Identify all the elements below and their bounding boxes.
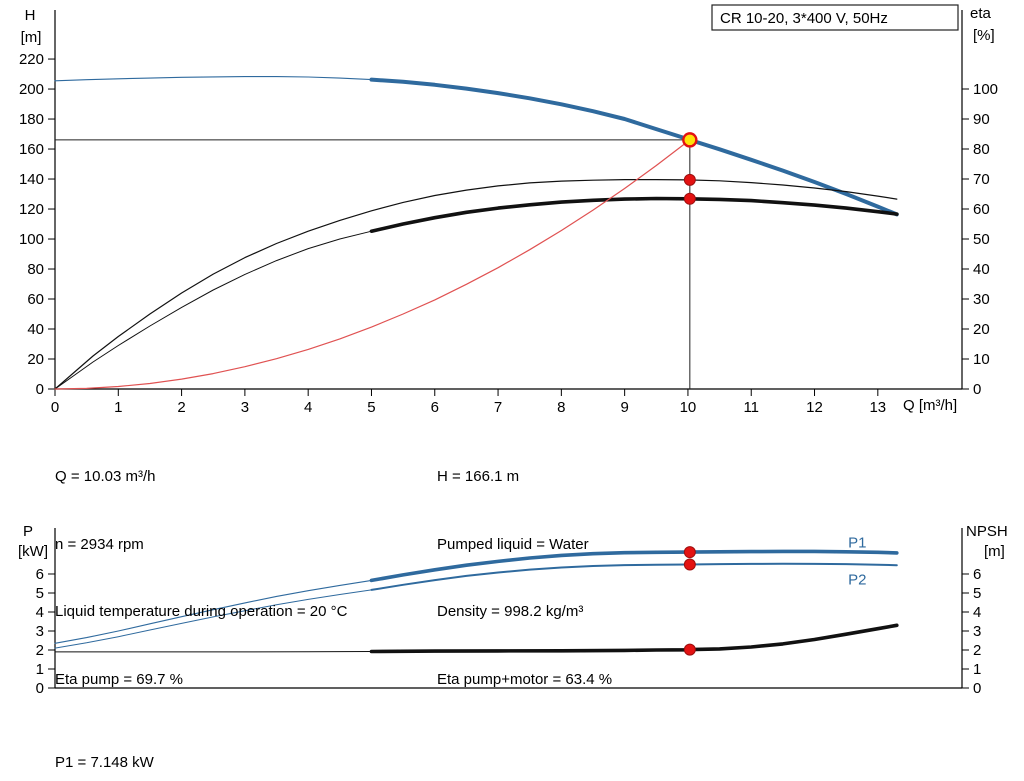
x-tick-label: 13: [869, 399, 886, 416]
x-tick-label: 7: [494, 399, 502, 416]
right-tick-label: 0: [973, 680, 981, 697]
axes-frame: 0 1 2 3 4 5 6 7 8 9 10 11 12 130204060801001201401601…: [19, 10, 998, 416]
right-tick-label: 0: [973, 381, 981, 398]
curve-label-p1: P1: [848, 534, 866, 551]
left-tick-label: 4: [36, 604, 44, 621]
eta-axis-unit: [%]: [973, 27, 995, 44]
value-marker: [683, 192, 696, 205]
left-tick-label: 200: [19, 81, 44, 98]
x-tick-label: 5: [367, 399, 375, 416]
left-tick-label: 3: [36, 623, 44, 640]
left-tick-label: 60: [27, 291, 44, 308]
x-tick-label: 12: [806, 399, 823, 416]
x-tick-label: 10: [680, 399, 697, 416]
eta-axis-title: eta: [970, 5, 992, 22]
x-tick-label: 8: [557, 399, 565, 416]
right-tick-label: 20: [973, 321, 990, 338]
left-tick-label: 120: [19, 201, 44, 218]
x-tick-label: 1: [114, 399, 122, 416]
npsh-axis-title: NPSH: [966, 523, 1008, 540]
x-tick-label: 0: [51, 399, 59, 416]
right-tick-label: 80: [973, 141, 990, 158]
left-tick-label: 0: [36, 381, 44, 398]
left-tick-label: 20: [27, 351, 44, 368]
right-tick-label: 2: [973, 642, 981, 659]
x-tick-label: 6: [431, 399, 439, 416]
series-p1-curve: [54, 549, 899, 644]
chart-hq: 0 1 2 3 4 5 6 7 8 9 10 11 12 130204060801001201401601…: [19, 10, 998, 416]
right-tick-label: 3: [973, 623, 981, 640]
x-tick-label: 2: [177, 399, 185, 416]
right-tick-label: 30: [973, 291, 990, 308]
left-tick-label: 2: [36, 642, 44, 659]
duty-info-right-column: H = 166.1 m Pumped liquid = Water Densit…: [437, 421, 612, 736]
info-line-h: H = 166.1 m: [437, 468, 520, 485]
info-line-eta-pump-motor: Eta pump+motor = 63.4 %: [437, 670, 613, 688]
value-marker: [683, 558, 696, 571]
x-tick-label: 11: [743, 399, 759, 416]
right-tick-label: 50: [973, 231, 990, 248]
info-line-eta-pump: Eta pump = 69.7 %: [55, 670, 183, 688]
curve-label-p2: P2: [848, 571, 866, 588]
axes-frame: 0 1 2 3 4 5 6 0 1 2 3 4 5 6: [36, 528, 981, 697]
series-eta-pump-curve: [54, 179, 898, 390]
left-tick-label: 80: [27, 261, 44, 278]
left-tick-label: 0: [36, 680, 44, 697]
series-head-curve: [54, 76, 899, 217]
pump-title-label: CR 10-20, 3*400 V, 50Hz: [720, 10, 888, 27]
info-line-pumped-liquid: Pumped liquid = Water: [437, 535, 589, 553]
right-tick-label: 100: [973, 81, 998, 98]
power-axis-unit: [kW]: [18, 543, 48, 560]
duty-point-marker: [682, 132, 698, 148]
pump-title-box: [711, 4, 959, 31]
power-axis-title: P: [23, 523, 33, 540]
right-tick-label: 5: [973, 585, 981, 602]
right-tick-label: 4: [973, 604, 981, 621]
series-system-curve: [54, 139, 691, 390]
left-tick-label: 220: [19, 51, 44, 68]
x-tick-label: 3: [241, 399, 249, 416]
x-tick-label: 9: [620, 399, 628, 416]
right-tick-label: 90: [973, 111, 990, 128]
info-line-p1: P1 = 7.148 kW: [55, 754, 154, 771]
info-line-n: n = 2934 rpm: [55, 535, 144, 553]
left-tick-label: 140: [19, 171, 44, 188]
duty-info-left-column: Q = 10.03 m³/h n = 2934 rpm Liquid tempe…: [55, 421, 347, 736]
power-info-column: P1 = 7.148 kW P2 = 6.498 kW NPSH = 2.02 …: [55, 707, 160, 781]
left-tick-label: 5: [36, 585, 44, 602]
x-tick-label: 4: [304, 399, 312, 416]
value-marker: [683, 173, 696, 186]
info-line-liquid-temp: Liquid temperature during operation = 20…: [55, 603, 348, 620]
info-line-q: Q = 10.03 m³/h: [55, 468, 156, 485]
head-axis-title: H: [25, 7, 36, 24]
left-tick-label: 160: [19, 141, 44, 158]
head-axis-unit: [m]: [21, 29, 42, 46]
left-tick-label: 100: [19, 231, 44, 248]
series-eta-pump-motor-curve: [54, 196, 899, 390]
chart-power-npsh: 0 1 2 3 4 5 6 0 1 2 3 4 5 6 P1 P2: [36, 528, 981, 697]
npsh-axis-unit: [m]: [984, 543, 1005, 560]
info-line-density: Density = 998.2 kg/m³: [437, 603, 584, 620]
right-tick-label: 60: [973, 201, 990, 218]
right-tick-label: 1: [973, 661, 981, 678]
right-tick-label: 6: [973, 566, 981, 583]
left-tick-label: 40: [27, 321, 44, 338]
flow-axis-title: Q [m³/h]: [903, 397, 957, 414]
right-tick-label: 40: [973, 261, 990, 278]
left-tick-label: 6: [36, 566, 44, 583]
value-marker: [683, 546, 696, 559]
value-marker: [683, 643, 696, 656]
left-tick-label: 180: [19, 111, 44, 128]
right-tick-label: 10: [973, 351, 990, 368]
left-tick-label: 1: [36, 661, 44, 678]
right-tick-label: 70: [973, 171, 990, 188]
series-p2-curve: [54, 562, 898, 649]
